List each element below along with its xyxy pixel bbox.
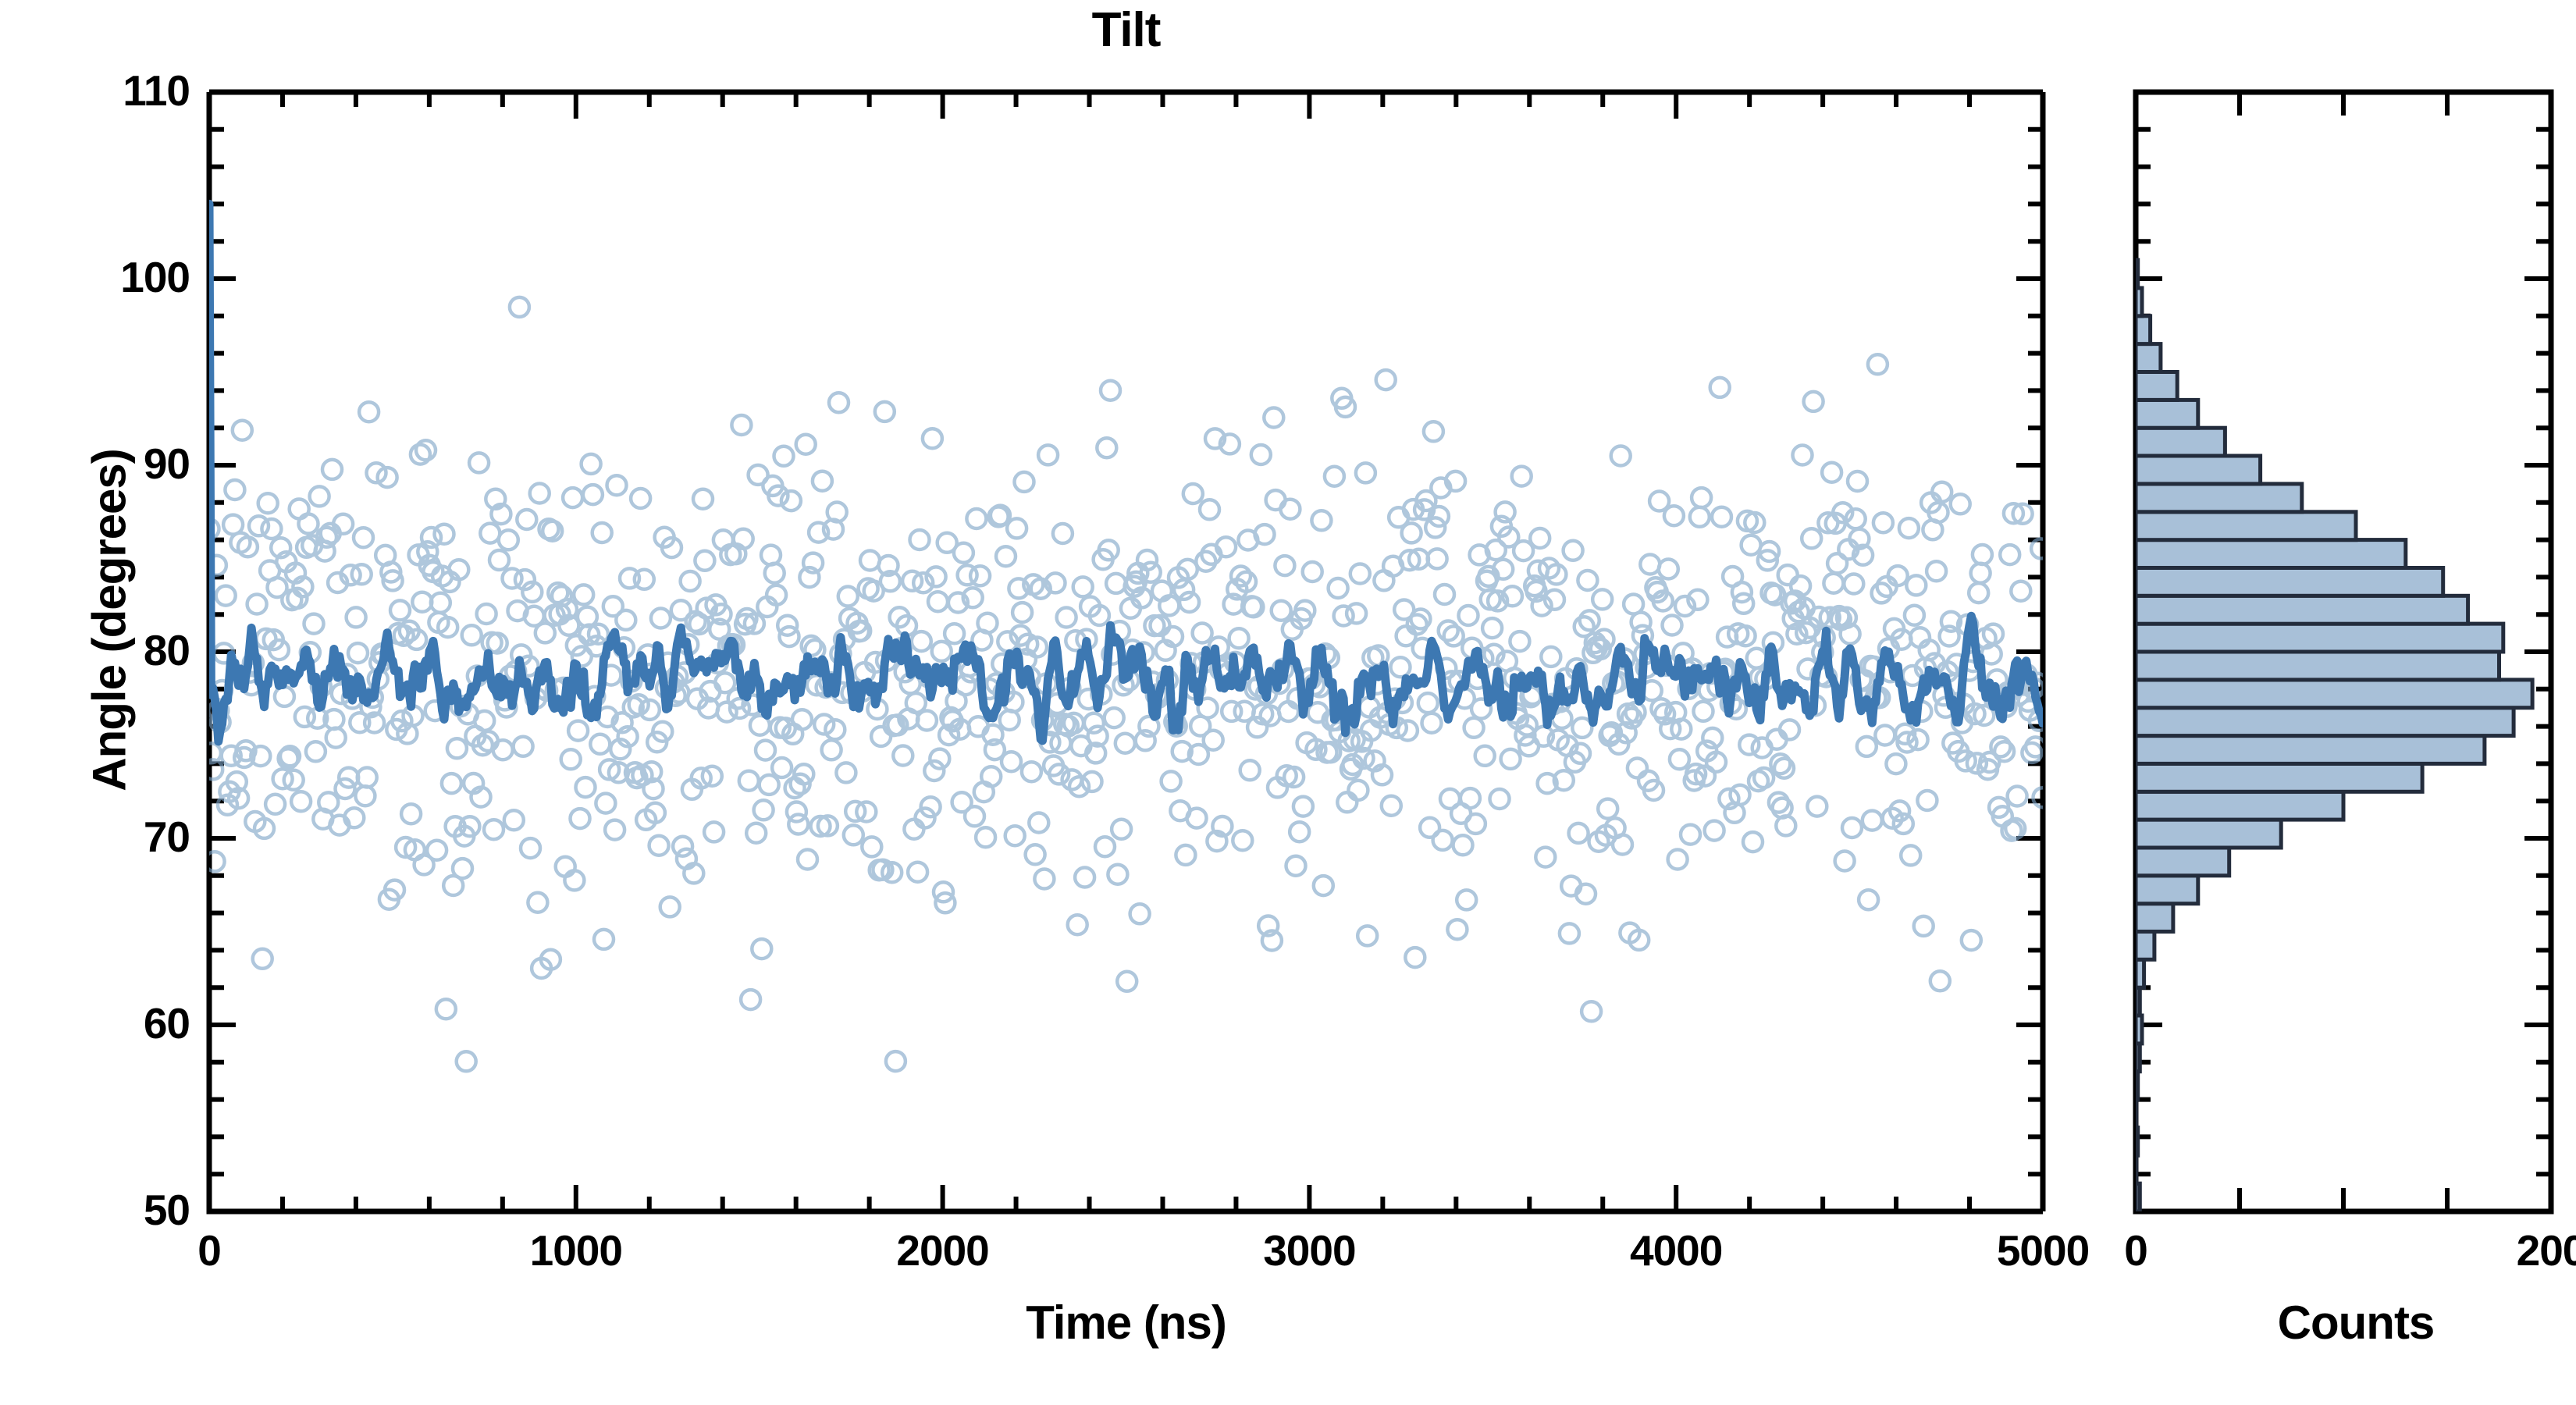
x-ticks xyxy=(207,92,2045,1211)
x-axis-label: Time (ns) xyxy=(1026,1297,1227,1349)
x-tick-label: 3000 xyxy=(1263,1226,1356,1275)
y-tick-label: 80 xyxy=(143,626,190,674)
histogram-bars xyxy=(2136,258,2535,1211)
y-tick-label: 60 xyxy=(143,999,190,1048)
y-tick-label: 90 xyxy=(143,439,190,488)
y-tick-label: 100 xyxy=(120,253,190,301)
scatter-markers xyxy=(209,295,2043,1073)
y-tick-label: 70 xyxy=(143,813,190,861)
y-tick-label: 50 xyxy=(143,1186,190,1234)
page-title: Tilt xyxy=(1091,3,1162,57)
x-tick-label: 2000 xyxy=(896,1226,989,1275)
x-tick-label: 0 xyxy=(197,1226,222,1275)
x-tick-label: 1000 xyxy=(529,1226,623,1275)
x-tick-label: 5000 xyxy=(1996,1226,2090,1275)
x-tick-label: 4000 xyxy=(1630,1226,1723,1275)
histogram-x-axis-label: Counts xyxy=(2277,1297,2435,1349)
running-average-line xyxy=(209,199,2043,746)
histogram-x-tick-label: 200 xyxy=(2516,1226,2576,1275)
y-tick-label: 110 xyxy=(123,66,190,115)
histogram-x-tick-label: 0 xyxy=(2124,1226,2148,1275)
